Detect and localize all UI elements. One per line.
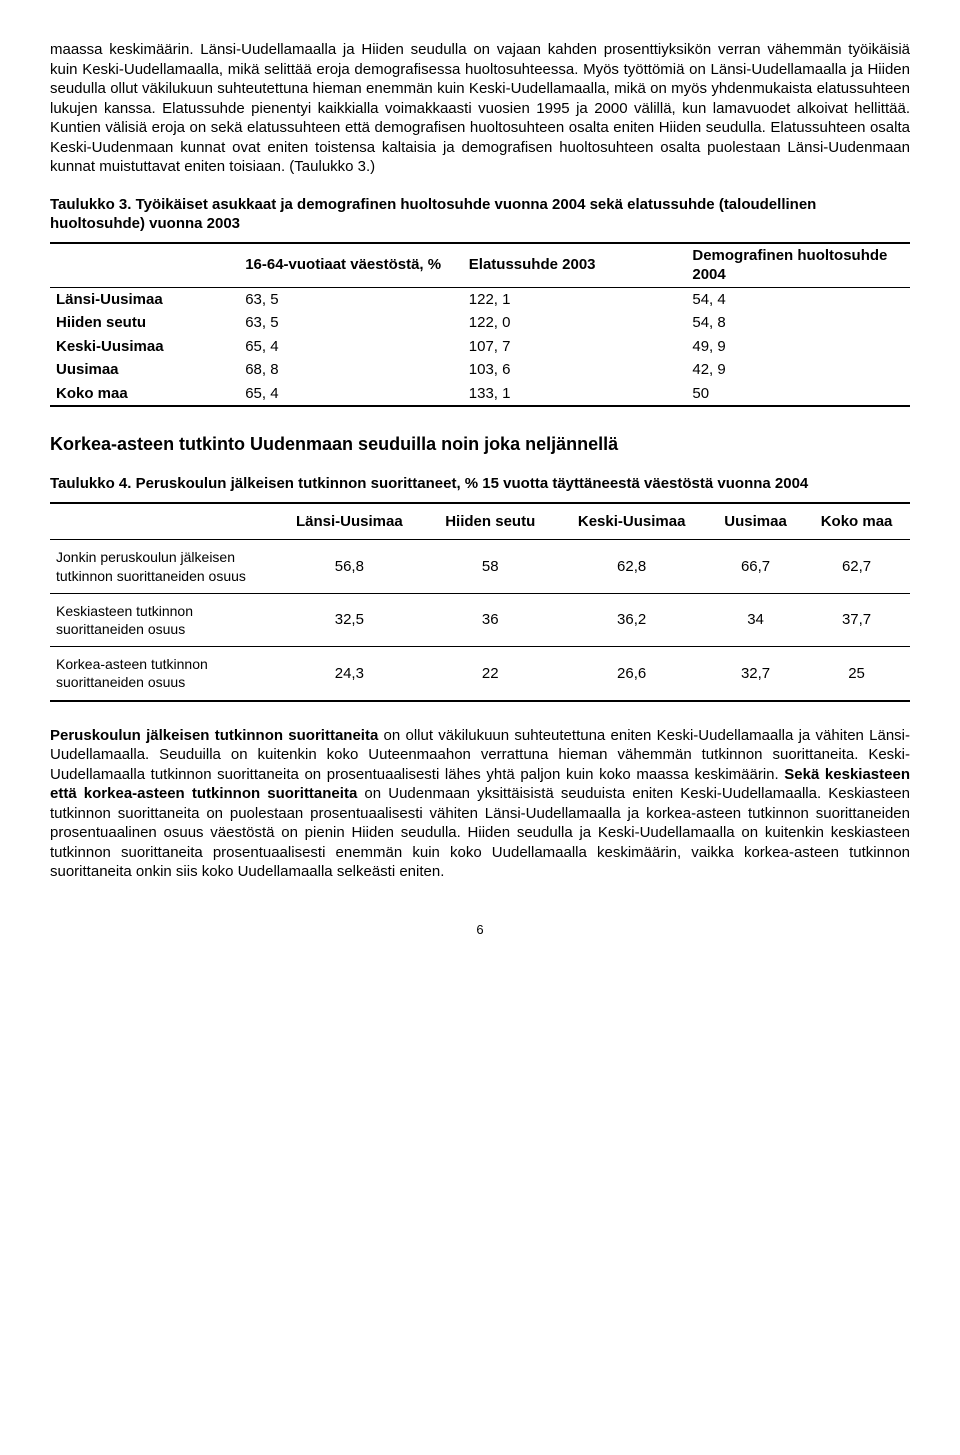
t4-h1: Länsi-Uusimaa	[274, 503, 426, 540]
table-row: Uusimaa 68, 8 103, 6 42, 9	[50, 358, 910, 382]
t4-r2c3: 26,6	[555, 647, 708, 701]
table-row: Hiiden seutu 63, 5 122, 0 54, 8	[50, 311, 910, 335]
t3-r4c2: 133, 1	[463, 382, 687, 407]
t4-r0c0: Jonkin peruskoulun jälkeisen tutkinnon s…	[50, 540, 274, 593]
t3-r0c0: Länsi-Uusimaa	[50, 287, 239, 311]
t4-r1c4: 34	[708, 593, 803, 646]
t3-r2c1: 65, 4	[239, 335, 463, 359]
t3-r1c0: Hiiden seutu	[50, 311, 239, 335]
t4-r1c3: 36,2	[555, 593, 708, 646]
table-row: Keskiasteen tutkinnon suorittaneiden osu…	[50, 593, 910, 646]
t4-h0	[50, 503, 274, 540]
t4-r1c2: 36	[425, 593, 555, 646]
table-row: Länsi-Uusimaa 63, 5 122, 1 54, 4	[50, 287, 910, 311]
paragraph-2: Peruskoulun jälkeisen tutkinnon suoritta…	[50, 726, 910, 882]
t3-r2c0: Keski-Uusimaa	[50, 335, 239, 359]
table-row: Koko maa 65, 4 133, 1 50	[50, 382, 910, 407]
t3-r2c3: 49, 9	[686, 335, 910, 359]
table-row: Korkea-asteen tutkinnon suorittaneiden o…	[50, 647, 910, 701]
t3-r4c0: Koko maa	[50, 382, 239, 407]
table3-h1: 16-64-vuotiaat väestöstä, %	[239, 243, 463, 288]
table-row: Jonkin peruskoulun jälkeisen tutkinnon s…	[50, 540, 910, 593]
section-heading: Korkea-asteen tutkinto Uudenmaan seuduil…	[50, 433, 910, 456]
t4-r1c5: 37,7	[803, 593, 910, 646]
t4-r2c2: 22	[425, 647, 555, 701]
t4-r0c1: 56,8	[274, 540, 426, 593]
table3-h3: Demografinen huoltosuhde 2004	[686, 243, 910, 288]
table-row: Keski-Uusimaa 65, 4 107, 7 49, 9	[50, 335, 910, 359]
t4-r2c1: 24,3	[274, 647, 426, 701]
table4-title: Taulukko 4. Peruskoulun jälkeisen tutkin…	[50, 474, 910, 494]
table4: Länsi-Uusimaa Hiiden seutu Keski-Uusimaa…	[50, 502, 910, 702]
table3-title: Taulukko 3. Työikäiset asukkaat ja demog…	[50, 195, 910, 234]
t4-h5: Koko maa	[803, 503, 910, 540]
t3-r4c1: 65, 4	[239, 382, 463, 407]
t4-r2c4: 32,7	[708, 647, 803, 701]
t3-r3c3: 42, 9	[686, 358, 910, 382]
t3-r3c0: Uusimaa	[50, 358, 239, 382]
t4-r1c1: 32,5	[274, 593, 426, 646]
t4-r0c5: 62,7	[803, 540, 910, 593]
table3-h2: Elatussuhde 2003	[463, 243, 687, 288]
t3-r1c1: 63, 5	[239, 311, 463, 335]
t4-r0c2: 58	[425, 540, 555, 593]
table4-header-row: Länsi-Uusimaa Hiiden seutu Keski-Uusimaa…	[50, 503, 910, 540]
t4-h2: Hiiden seutu	[425, 503, 555, 540]
t3-r0c2: 122, 1	[463, 287, 687, 311]
t4-h3: Keski-Uusimaa	[555, 503, 708, 540]
page-number: 6	[50, 922, 910, 939]
paragraph-1: maassa keskimäärin. Länsi-Uudellamaalla …	[50, 40, 910, 177]
t4-h4: Uusimaa	[708, 503, 803, 540]
t3-r4c3: 50	[686, 382, 910, 407]
table3: 16-64-vuotiaat väestöstä, % Elatussuhde …	[50, 242, 910, 408]
t4-r1c0: Keskiasteen tutkinnon suorittaneiden osu…	[50, 593, 274, 646]
t3-r3c2: 103, 6	[463, 358, 687, 382]
t3-r0c3: 54, 4	[686, 287, 910, 311]
t4-r2c0: Korkea-asteen tutkinnon suorittaneiden o…	[50, 647, 274, 701]
t3-r3c1: 68, 8	[239, 358, 463, 382]
t4-r0c3: 62,8	[555, 540, 708, 593]
t3-r1c3: 54, 8	[686, 311, 910, 335]
t4-r0c4: 66,7	[708, 540, 803, 593]
t4-r2c5: 25	[803, 647, 910, 701]
t3-r1c2: 122, 0	[463, 311, 687, 335]
t3-r2c2: 107, 7	[463, 335, 687, 359]
table3-header-row: 16-64-vuotiaat väestöstä, % Elatussuhde …	[50, 243, 910, 288]
table3-h0	[50, 243, 239, 288]
t3-r0c1: 63, 5	[239, 287, 463, 311]
p2-lead: Peruskoulun jälkeisen tutkinnon suoritta…	[50, 727, 378, 744]
